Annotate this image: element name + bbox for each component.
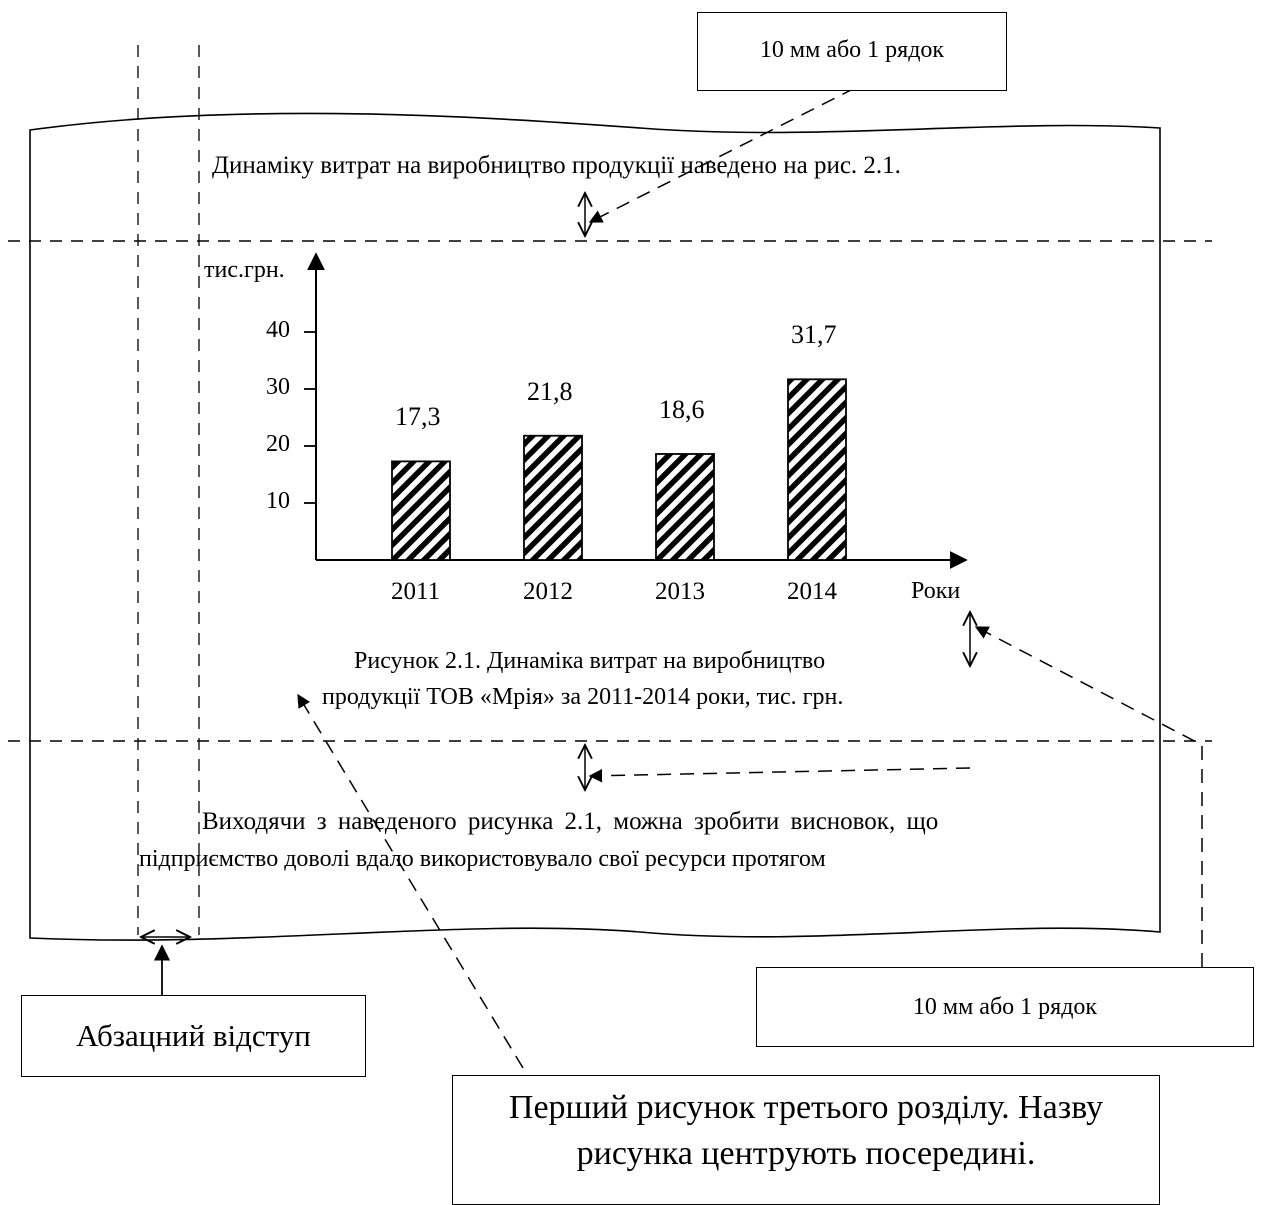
callout-figure-note-line2: рисунка центрують посередині. [576,1135,1036,1172]
callout-indent-text: Абзацний відступ [76,1018,311,1053]
conclusion-line2: підприємство доволі вдало використовувал… [139,846,826,872]
x-tick-label-2013: 2013 [655,578,705,605]
conclusion-line1: Виходячи з наведеного рисунка 2.1, можна… [202,808,939,835]
y-tick-label-10: 10 [266,488,290,514]
bar-2014 [787,378,847,561]
callout-indent: Абзацний відступ [21,995,366,1077]
figure-caption-line2: продукції ТОВ «Мрія» за 2011-2014 роки, … [322,684,844,710]
x-tick-label-2011: 2011 [391,578,441,605]
figure-caption-line1: Рисунок 2.1. Динаміка витрат на виробниц… [354,648,826,674]
leader-top [588,87,856,223]
x-tick-label-2012: 2012 [523,578,573,605]
intro-sentence: Динаміку витрат на виробництво продукції… [212,152,901,179]
bar-value-2012: 21,8 [527,376,573,406]
callout-spacing-bottom: 10 мм або 1 рядок [756,967,1254,1047]
bar-value-2014: 31,7 [791,320,837,350]
leader-bottom [588,767,971,783]
page-sheet [29,112,1161,941]
callout-figure-note-line1: Перший рисунок третього розділу. Назву [508,1089,1104,1126]
bar-2011 [391,460,451,561]
x-axis-label: Роки [911,578,961,604]
callout-spacing-top-text: 10 мм або 1 рядок [759,37,945,63]
bar-value-2013: 18,6 [659,394,705,424]
y-tick-label-40: 40 [266,317,290,343]
callout-spacing-bottom-text: 10 мм або 1 рядок [912,994,1098,1020]
leader-caption [974,626,1203,967]
y-axis-label: тис.грн. [204,257,285,283]
y-tick-label-30: 30 [266,374,290,400]
bar-2013 [655,453,715,561]
callout-figure-note: Перший рисунок третього розділу. Назву р… [452,1075,1160,1205]
callout-spacing-top: 10 мм або 1 рядок [697,12,1007,91]
leader-figure-note [297,693,524,1069]
y-tick-label-20: 20 [266,431,290,457]
bar-2012 [523,434,583,561]
x-tick-label-2014: 2014 [787,578,837,605]
bar-value-2011: 17,3 [395,402,441,432]
